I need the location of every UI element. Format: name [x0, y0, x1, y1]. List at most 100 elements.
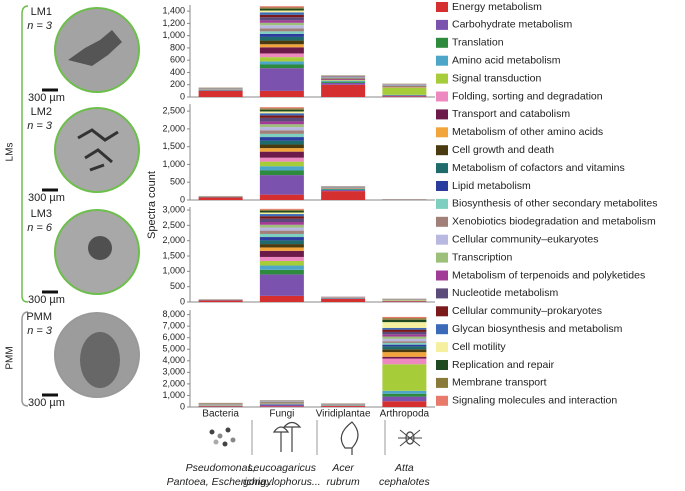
bar-segment — [259, 108, 304, 110]
bar-segment — [259, 212, 304, 215]
bar-segment — [321, 84, 366, 97]
sample-label: LM1 — [31, 6, 52, 18]
legend-swatch — [436, 198, 448, 209]
bar-segment — [259, 44, 304, 48]
bar-segment — [321, 82, 366, 85]
bar-segment — [259, 20, 304, 23]
bar-segment — [259, 130, 304, 134]
bar-segment — [259, 113, 304, 116]
bar-segment — [382, 334, 427, 337]
y-tick-label: 400 — [170, 67, 185, 77]
bar-segment — [321, 81, 366, 83]
legend-swatch — [436, 324, 448, 335]
bar-segment — [259, 47, 304, 54]
legend-swatch — [436, 73, 448, 84]
bar-segment — [259, 194, 304, 200]
bar-segment — [259, 61, 304, 65]
legend-label: Lipid metabolism — [452, 180, 531, 192]
legend-swatch — [436, 37, 448, 48]
bar-segment — [259, 28, 304, 32]
legend-label: Transport and catabolism — [452, 108, 570, 120]
bar-segment — [259, 133, 304, 138]
bar-segment — [259, 12, 304, 15]
bar-segment — [259, 90, 304, 97]
bar-segment — [382, 393, 427, 397]
bar-segment — [259, 53, 304, 58]
y-tick-label: 6,000 — [162, 332, 185, 342]
bar-segment — [382, 336, 427, 339]
legend-swatch — [436, 19, 448, 30]
y-axis-label: Spectra count — [146, 171, 158, 239]
y-tick-label: 1,000 — [162, 159, 185, 169]
bar-segment — [382, 329, 427, 332]
group-bracket — [21, 311, 29, 407]
bar-segment — [259, 8, 304, 11]
y-tick-label: 3,000 — [162, 367, 185, 377]
y-tick-label: 0 — [180, 194, 185, 204]
sample-label: LM3 — [31, 208, 52, 220]
legend-swatch — [436, 306, 448, 317]
group-label: PMM — [5, 346, 16, 369]
bar-segment — [259, 175, 304, 195]
bar-segment — [321, 190, 366, 192]
legend-label: Energy metabolism — [452, 1, 542, 13]
bar-segment — [198, 406, 243, 407]
bar-segment — [382, 346, 427, 350]
bar-segment — [259, 25, 304, 29]
legend-label: Amino acid metabolism — [452, 54, 561, 66]
species-label: Acer — [331, 462, 354, 474]
bar-segment — [259, 224, 304, 228]
bar-segment — [259, 107, 304, 109]
bar-segment — [382, 87, 427, 95]
legend-swatch — [436, 127, 448, 138]
specimen — [88, 236, 112, 260]
legend-swatch — [436, 360, 448, 370]
legend-label: Cell growth and death — [452, 144, 554, 156]
legend-swatch — [436, 234, 448, 245]
y-tick-label: 2,000 — [162, 235, 185, 245]
bar-segment — [259, 161, 304, 167]
bar-segment — [382, 96, 427, 97]
bar-segment — [259, 64, 304, 69]
bar-segment — [259, 68, 304, 91]
y-tick-label: 1,500 — [162, 141, 185, 151]
bar-segment — [259, 111, 304, 114]
legend-label: Translation — [452, 37, 504, 49]
bar-segment — [259, 208, 304, 210]
bar-segment — [259, 144, 304, 149]
y-tick-label: 1,200 — [162, 18, 185, 28]
bar-segment — [382, 319, 427, 323]
bar-segment — [259, 230, 304, 234]
bar-segment — [259, 36, 304, 41]
sample-n: n = 3 — [27, 20, 53, 32]
legend-label: Signaling molecules and interaction — [452, 395, 617, 407]
bar-segment — [259, 247, 304, 251]
legend-label: Cellular community–prokaryotes — [452, 305, 602, 317]
x-tick-label: Arthropoda — [380, 409, 430, 420]
icons — [209, 420, 422, 455]
bar-segment — [259, 151, 304, 158]
y-tick-label: 500 — [170, 177, 185, 187]
bar-segment — [259, 157, 304, 162]
legend-swatch — [436, 377, 448, 388]
legend-swatch — [436, 288, 448, 299]
bar-segment — [259, 109, 304, 112]
y-tick-label: 1,000 — [162, 266, 185, 276]
legend-label: Membrane transport — [452, 377, 547, 389]
group-label: LMs — [5, 143, 16, 162]
specimen — [77, 128, 119, 172]
bar-segment — [259, 17, 304, 21]
bar-segment — [259, 240, 304, 245]
legend-label: Cellular community–eukaryotes — [452, 233, 598, 245]
bar-segment — [321, 406, 366, 407]
legend-label: Metabolism of cofactors and vitamins — [452, 162, 625, 174]
bar-segment — [382, 364, 427, 391]
legend-swatch — [436, 270, 448, 281]
group-bracket — [21, 5, 29, 303]
y-tick-label: 800 — [170, 42, 185, 52]
species-label: cephalotes — [379, 476, 431, 488]
scale-label: 300 µm — [28, 192, 65, 204]
bar-segment — [198, 197, 243, 200]
bar-segment — [321, 191, 366, 200]
